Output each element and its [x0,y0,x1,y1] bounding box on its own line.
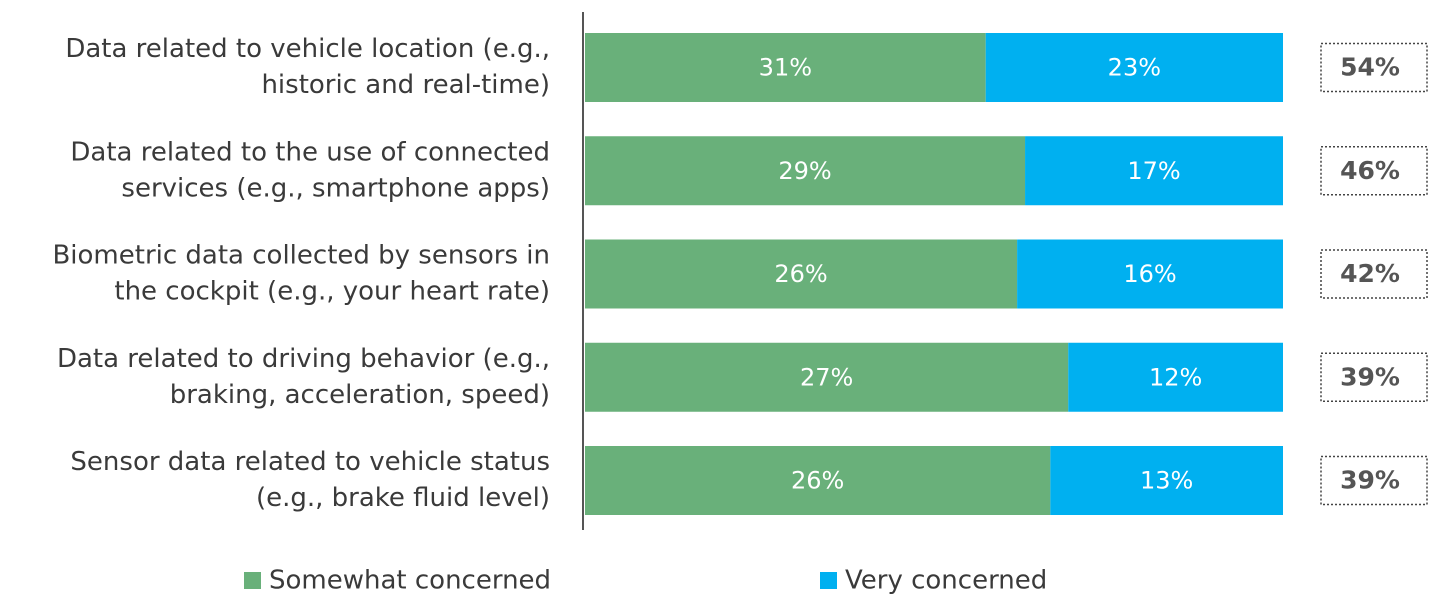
value-label: 13% [1140,467,1193,495]
total-label: 42% [1340,259,1400,288]
total-box [1320,42,1428,93]
value-label: 12% [1149,363,1202,391]
value-label: 27% [800,363,853,391]
bar-segment [585,33,986,102]
total-label: 39% [1340,466,1400,495]
category-label: historic and real-time) [261,70,550,100]
bar-segment [1017,239,1283,309]
bar-segment [585,239,1018,309]
legend-swatch [244,572,261,589]
bar-segment [585,446,1051,515]
total-box [1320,352,1428,402]
bar-segment [985,33,1283,102]
category-label: services (e.g., smartphone apps) [121,173,550,203]
value-label: 16% [1123,260,1176,288]
legend-swatch [820,572,837,589]
category-label: Data related to the use of connected [70,137,550,167]
total-label: 54% [1340,53,1400,82]
value-label: 26% [791,467,844,495]
total-box [1320,455,1428,506]
category-label: Data related to driving behavior (e.g., [57,344,550,374]
legend-label: Very concerned [845,566,1047,596]
category-label: braking, acceleration, speed) [170,380,550,410]
value-label: 26% [774,260,827,288]
value-label: 29% [778,157,831,185]
legend-label: Somewhat concerned [269,566,551,596]
category-label: Data related to vehicle location (e.g., [65,34,550,64]
category-label: Sensor data related to vehicle status [70,447,550,477]
bar-segment [1068,342,1283,412]
bar-segment [1050,446,1283,515]
total-label: 46% [1340,156,1400,185]
value-label: 23% [1108,54,1161,82]
category-label: (e.g., brake fluid level) [256,483,550,513]
value-label: 17% [1127,157,1180,185]
category-label: the cockpit (e.g., your heart rate) [114,277,550,307]
category-label: Biometric data collected by sensors in [52,241,550,271]
total-label: 39% [1340,362,1400,391]
total-box [1320,249,1428,299]
value-label: 31% [759,54,812,82]
bar-segment [585,136,1026,206]
bar-segment [1025,136,1283,206]
total-box [1320,146,1428,196]
bar-segment [585,342,1069,412]
